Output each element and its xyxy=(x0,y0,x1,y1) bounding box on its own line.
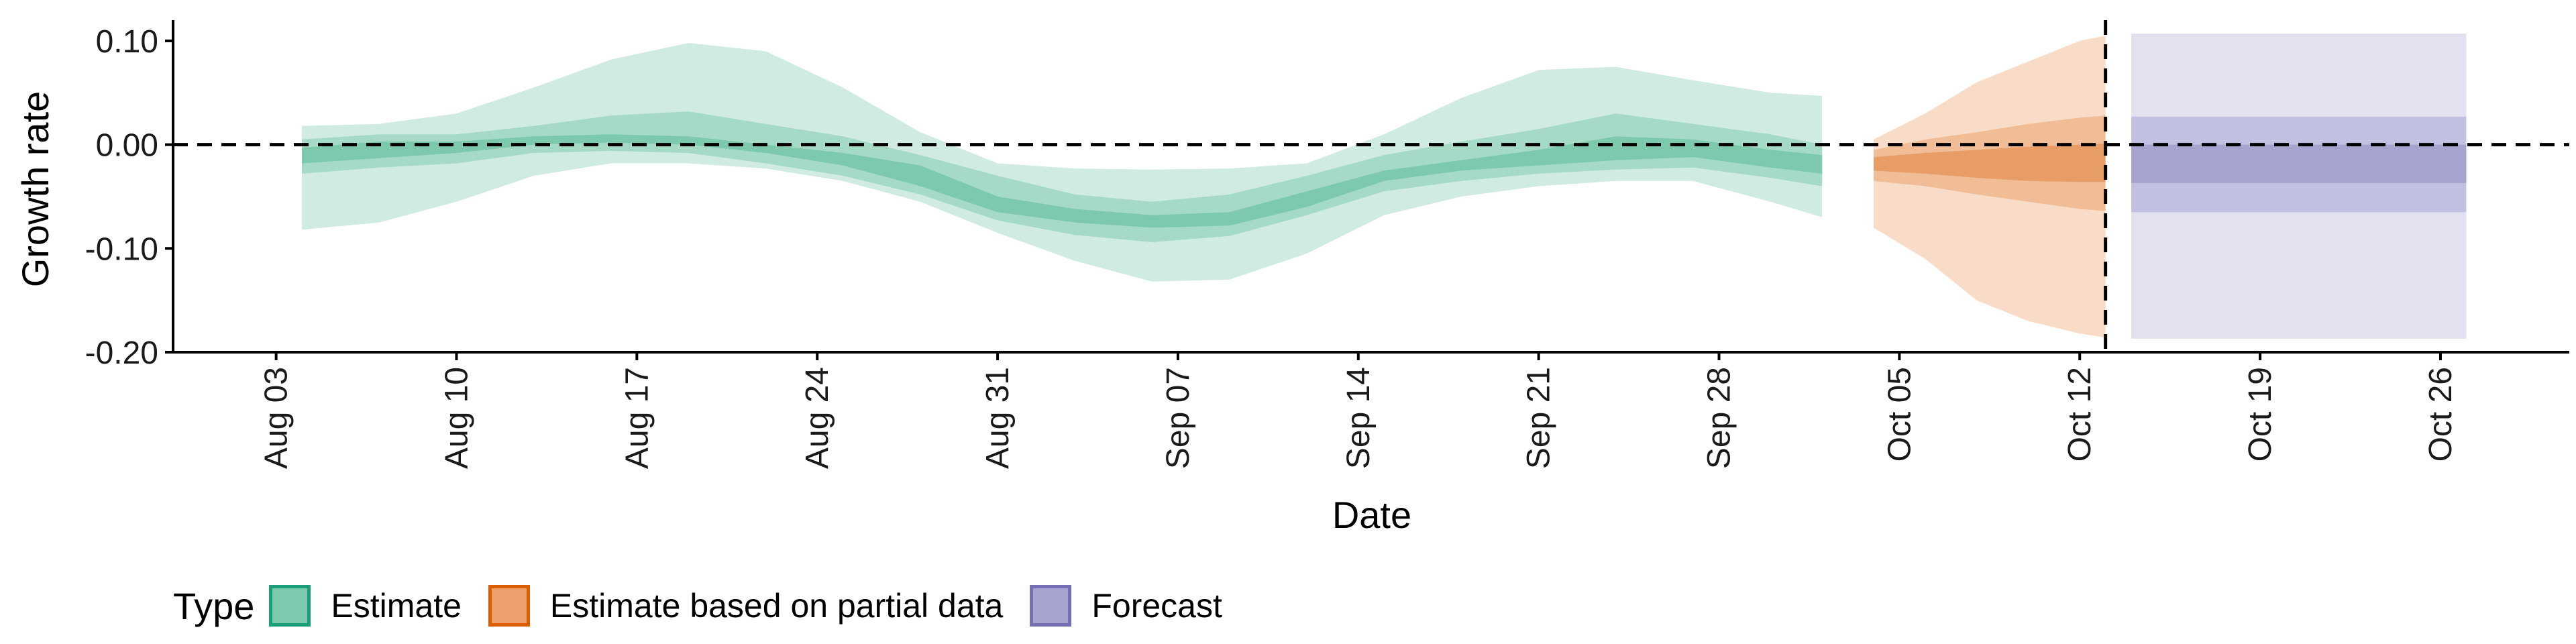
x-tick-label: Sep 14 xyxy=(1341,367,1377,469)
legend-key-partial xyxy=(488,585,530,627)
legend-item-estimate: Estimate xyxy=(269,585,462,627)
x-tick-label: Sep 21 xyxy=(1521,367,1557,469)
legend-label-estimate: Estimate xyxy=(331,587,462,625)
legend-key-estimate xyxy=(269,585,311,627)
y-tick-label: -0.10 xyxy=(85,231,158,267)
y-axis-ticks: 0.10 0.00 -0.10 -0.20 xyxy=(85,24,173,371)
y-tick-label: -0.20 xyxy=(85,335,158,371)
x-tick-label: Oct 19 xyxy=(2243,367,2278,462)
x-tick-label: Aug 31 xyxy=(980,367,1016,469)
x-axis-ticks: Aug 03 Aug 10 Aug 17 Aug 24 Aug 31 Sep 07 Sep … xyxy=(259,352,2459,469)
x-tick-label: Oct 12 xyxy=(2062,367,2098,462)
x-tick-label: Aug 10 xyxy=(439,367,475,469)
y-tick-label: 0.10 xyxy=(96,24,158,60)
x-axis-title: Date xyxy=(1332,494,1411,536)
legend: Type Estimate Estimate based on partial … xyxy=(173,576,1249,636)
ribbon-bands xyxy=(302,34,2467,339)
legend-item-partial: Estimate based on partial data xyxy=(488,585,1003,627)
legend-key-forecast xyxy=(1030,585,1072,627)
x-tick-label: Aug 24 xyxy=(800,367,835,469)
x-tick-label: Sep 28 xyxy=(1702,367,1737,469)
estimate-outer-band xyxy=(302,43,1823,282)
estimate-based-on-partial-data-inner-band xyxy=(1874,144,2106,182)
y-tick-label: 0.00 xyxy=(96,128,158,164)
forecast-inner-band xyxy=(2131,144,2467,183)
legend-item-forecast: Forecast xyxy=(1030,585,1222,627)
x-tick-label: Aug 03 xyxy=(259,367,294,469)
legend-label-partial: Estimate based on partial data xyxy=(549,587,1004,625)
estimate-inner-band xyxy=(302,134,1823,228)
legend-label-forecast: Forecast xyxy=(1091,587,1222,625)
legend-title: Type xyxy=(173,584,255,627)
x-tick-label: Oct 26 xyxy=(2423,367,2459,462)
x-tick-label: Aug 17 xyxy=(619,367,655,469)
y-axis-title: Growth rate xyxy=(14,91,56,288)
x-tick-label: Oct 05 xyxy=(1882,367,1917,462)
x-tick-label: Sep 07 xyxy=(1161,367,1196,469)
